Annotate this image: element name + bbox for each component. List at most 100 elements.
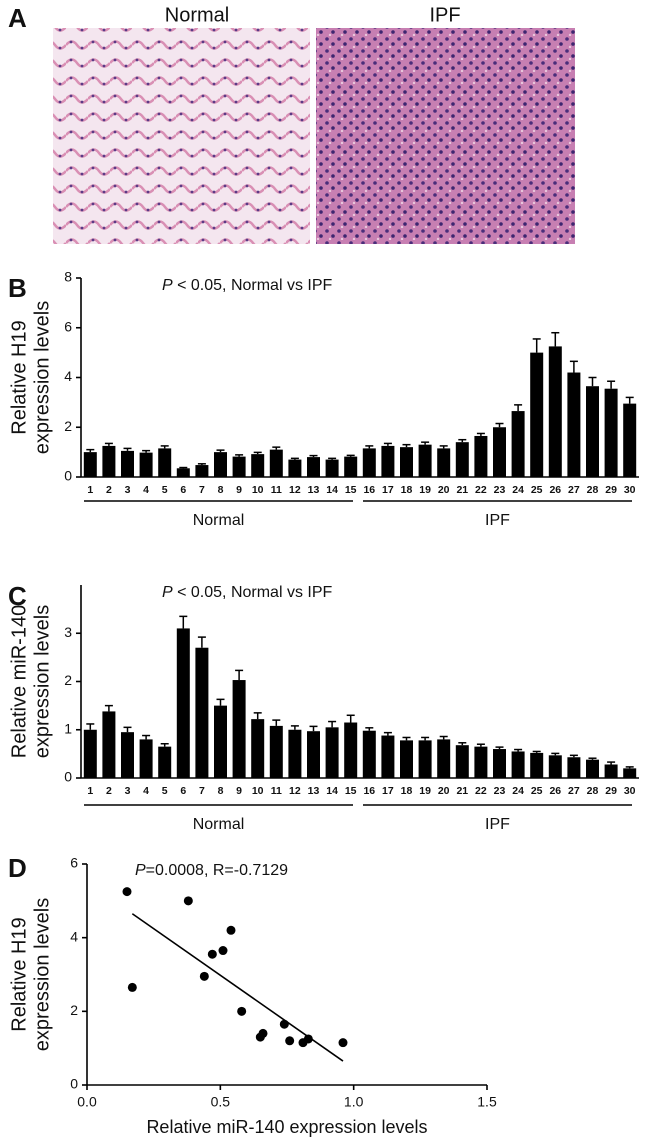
x-tick-label: 13 [308, 484, 320, 496]
bar [400, 740, 413, 778]
image-title: Normal [165, 4, 229, 26]
bar [530, 352, 544, 477]
bar [511, 751, 525, 778]
bar [176, 628, 190, 778]
x-tick-label: 24 [512, 484, 524, 496]
y-tick-label: 0 [64, 769, 72, 785]
y-tick-label: 2 [64, 672, 72, 688]
x-tick-label: 5 [162, 484, 168, 496]
x-tick-label: 23 [494, 785, 506, 797]
point [338, 1038, 348, 1048]
annotation-text: < 0.05, Normal vs IPF [173, 277, 333, 294]
annotation-text: =0.0008, R=-0.7129 [146, 862, 288, 879]
x-tick-label: 12 [289, 484, 301, 496]
y-tick-label: 8 [64, 269, 72, 285]
bar [474, 746, 488, 778]
bar [623, 403, 637, 477]
bar [102, 711, 116, 778]
bar [437, 739, 451, 778]
annotation: P < 0.05, Normal vs IPF [162, 584, 333, 601]
x-tick-label: 19 [419, 484, 431, 496]
panel-label: B [8, 273, 27, 303]
bar [381, 735, 395, 778]
x-tick-label: 26 [549, 484, 561, 496]
bar [214, 705, 227, 778]
panel-label: A [8, 3, 27, 33]
y-tick-label: 3 [64, 624, 72, 640]
point [122, 887, 132, 897]
point [303, 1034, 313, 1044]
bar [139, 739, 153, 778]
bar [604, 388, 618, 477]
y-tick-label: 2 [64, 418, 72, 434]
bar [83, 729, 97, 778]
bar [269, 449, 283, 477]
x-tick-label: 11 [271, 484, 282, 496]
x-tick-label: 1 [87, 484, 93, 496]
bar [455, 745, 469, 778]
x-tick-label: 9 [236, 785, 242, 797]
bar [474, 435, 488, 477]
point [258, 1028, 268, 1038]
annotation-italic: P [162, 277, 173, 294]
x-tick-label: 29 [605, 484, 617, 496]
bar [548, 346, 562, 477]
x-tick-label: 3 [125, 484, 131, 496]
bar [586, 386, 599, 477]
bar [493, 427, 506, 477]
x-tick-label: 1.0 [344, 1094, 364, 1110]
point [237, 1006, 247, 1016]
bar [418, 740, 432, 778]
y-tick-label: 0 [64, 468, 72, 484]
y-tick-label: 6 [64, 318, 72, 334]
bar [437, 448, 451, 477]
annotation-italic: P [135, 862, 146, 879]
bar [288, 729, 302, 778]
bar [418, 444, 432, 477]
bar [83, 452, 97, 477]
bar [269, 725, 283, 778]
bar [567, 372, 581, 477]
x-tick-label: 18 [401, 484, 413, 496]
bar [251, 454, 265, 477]
histology-image [316, 28, 575, 244]
y-axis-label: expression levels [31, 898, 53, 1051]
x-tick-label: 16 [363, 785, 375, 797]
bar [139, 452, 153, 477]
x-tick-label: 7 [199, 785, 205, 797]
x-tick-label: 18 [401, 785, 413, 797]
group-label: IPF [485, 816, 510, 833]
y-axis-label: expression levels [31, 301, 53, 454]
y-axis-label: Relative miR-140 [8, 605, 30, 758]
x-tick-label: 14 [326, 484, 338, 496]
x-tick-label: 3 [125, 785, 131, 797]
x-tick-label: 17 [382, 785, 394, 797]
x-tick-label: 10 [252, 785, 264, 797]
bar [232, 456, 246, 477]
x-tick-label: 27 [568, 785, 580, 797]
bar [548, 755, 562, 778]
x-tick-label: 28 [587, 484, 599, 496]
x-tick-label: 15 [345, 785, 357, 797]
bar [567, 757, 581, 778]
x-tick-label: 7 [199, 484, 205, 496]
x-tick-label: 19 [419, 785, 431, 797]
bar [232, 680, 246, 778]
x-tick-label: 1.5 [477, 1094, 497, 1110]
y-axis-label: Relative H19 [8, 320, 30, 435]
point [199, 971, 209, 981]
bar [325, 727, 339, 778]
bar [381, 445, 395, 477]
y-tick-label: 4 [64, 368, 72, 384]
bar [307, 457, 320, 477]
point [183, 896, 193, 906]
x-tick-label: 26 [549, 785, 561, 797]
group-label: Normal [193, 512, 245, 529]
y-tick-label: 4 [70, 928, 78, 944]
x-tick-label: 16 [363, 484, 375, 496]
x-tick-label: 6 [180, 785, 186, 797]
x-tick-label: 12 [289, 785, 301, 797]
x-tick-label: 30 [624, 785, 636, 797]
x-tick-label: 15 [345, 484, 357, 496]
x-axis-label: Relative miR-140 expression levels [146, 1117, 427, 1137]
